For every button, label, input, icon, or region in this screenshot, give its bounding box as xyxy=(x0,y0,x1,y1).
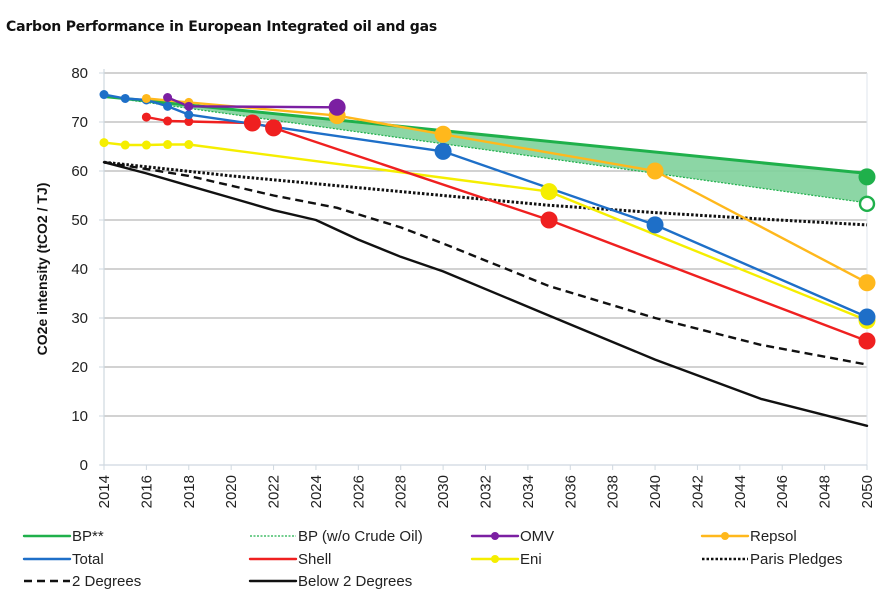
chart-title: Carbon Performance in European Integrate… xyxy=(6,19,437,35)
x-tick-label: 2046 xyxy=(774,475,791,508)
big-marker-shell xyxy=(265,119,283,137)
marker-shell xyxy=(163,116,173,126)
end-marker-bp xyxy=(858,168,876,186)
series-line-repsol xyxy=(145,97,869,284)
x-tick-label: 2030 xyxy=(435,475,452,508)
x-tick-label: 2032 xyxy=(478,475,495,508)
legend-label: OMV xyxy=(520,528,554,545)
series-line-paris-pledges xyxy=(103,160,868,227)
x-tick-label: 2034 xyxy=(520,475,537,508)
y-tick-label: 40 xyxy=(71,261,88,278)
y-tick-label: 80 xyxy=(71,65,88,82)
legend-item-bp-w-o-crude-oil: BP (w/o Crude Oil) xyxy=(250,528,423,545)
marker-shell xyxy=(141,112,151,122)
series-line-total xyxy=(102,93,869,319)
legend-label: BP (w/o Crude Oil) xyxy=(298,528,423,545)
legend-label: 2 Degrees xyxy=(72,573,141,590)
y-tick-label: 50 xyxy=(71,212,88,229)
marker-total xyxy=(120,93,130,103)
big-marker-total xyxy=(858,308,876,326)
big-marker-shell xyxy=(243,114,261,132)
legend-label: BP** xyxy=(72,528,104,545)
big-marker-eni xyxy=(540,183,558,201)
y-tick-label: 10 xyxy=(71,408,88,425)
legend-label: Total xyxy=(72,551,104,568)
x-tick-label: 2044 xyxy=(732,475,749,508)
legend-marker-repsol xyxy=(721,532,729,540)
x-tick-label: 2022 xyxy=(266,475,283,508)
x-tick-label: 2020 xyxy=(223,475,240,508)
x-tick-label: 2014 xyxy=(96,475,113,508)
x-tick-label: 2024 xyxy=(308,475,325,508)
series-line-2-degrees xyxy=(103,161,868,366)
axes xyxy=(100,69,868,466)
marker-omv xyxy=(163,93,173,102)
x-tick-label: 2016 xyxy=(138,475,155,508)
marker-eni xyxy=(99,138,109,148)
big-marker-repsol xyxy=(646,162,664,180)
y-axis-ticks: 0 10 20 30 40 50 60 70 80 xyxy=(71,65,104,474)
legend: BP** BP (w/o Crude Oil) OMV Repsol Total Shel… xyxy=(22,528,843,590)
marker-eni xyxy=(184,140,194,150)
x-tick-label: 2026 xyxy=(350,475,367,508)
marker-repsol xyxy=(141,93,151,103)
marker-eni xyxy=(163,140,173,150)
legend-item-eni: Eni xyxy=(470,551,542,568)
legend-label: Repsol xyxy=(750,528,797,545)
y-tick-label: 70 xyxy=(71,114,88,131)
x-axis-ticks: 2014 2016 2018 2020 2022 2024 2026 2028 2030 2032… xyxy=(96,465,876,508)
y-tick-label: 0 xyxy=(80,457,88,474)
y-tick-label: 20 xyxy=(71,359,88,376)
series-line-bp xyxy=(102,95,869,175)
marker-shell xyxy=(184,117,194,127)
x-tick-label: 2036 xyxy=(562,475,579,508)
legend-item-total: Total xyxy=(22,551,104,568)
gridlines xyxy=(104,72,867,417)
legend-item-shell: Shell xyxy=(248,551,331,568)
y-tick-label: 60 xyxy=(71,163,88,180)
legend-label: Paris Pledges xyxy=(750,551,843,568)
x-tick-label: 2042 xyxy=(689,475,706,508)
x-tick-label: 2038 xyxy=(605,475,622,508)
x-tick-label: 2028 xyxy=(393,475,410,508)
legend-item-omv: OMV xyxy=(470,528,554,545)
marker-omv xyxy=(184,101,194,111)
marker-total xyxy=(163,101,173,111)
legend-item-bp: BP** xyxy=(22,528,104,545)
series-markers xyxy=(99,90,876,350)
series-line-below-2-degrees xyxy=(102,161,869,427)
x-tick-label: 2048 xyxy=(817,475,834,508)
big-marker-total xyxy=(646,216,664,234)
y-axis-title: CO2e intensity (tCO2 / TJ) xyxy=(34,183,50,356)
y-tick-label: 30 xyxy=(71,310,88,327)
legend-item-paris-pledges: Paris Pledges xyxy=(702,551,843,568)
big-marker-shell xyxy=(858,332,876,350)
legend-marker-omv xyxy=(491,532,499,540)
legend-marker-eni xyxy=(491,555,499,563)
legend-label: Below 2 Degrees xyxy=(298,573,412,590)
big-marker-total xyxy=(434,142,452,160)
big-marker-omv xyxy=(328,98,346,116)
legend-item-repsol: Repsol xyxy=(700,528,797,545)
legend-item-2-degrees: 2 Degrees xyxy=(24,573,141,590)
marker-eni xyxy=(120,140,130,150)
big-marker-repsol xyxy=(858,274,876,292)
marker-eni xyxy=(141,140,151,150)
legend-label: Eni xyxy=(520,551,542,568)
big-marker-repsol xyxy=(434,125,452,143)
x-tick-label: 2040 xyxy=(647,475,664,508)
big-marker-shell xyxy=(540,211,558,229)
legend-label: Shell xyxy=(298,551,331,568)
x-tick-label: 2050 xyxy=(859,475,876,508)
series-line-bp-w-o-crude-oil xyxy=(103,95,868,204)
x-tick-label: 2018 xyxy=(181,475,198,508)
end-marker-bp-w-o-crude-oil xyxy=(858,195,876,213)
marker-total xyxy=(184,110,194,120)
legend-item-below-2-degrees: Below 2 Degrees xyxy=(248,573,412,590)
marker-total xyxy=(99,90,109,100)
